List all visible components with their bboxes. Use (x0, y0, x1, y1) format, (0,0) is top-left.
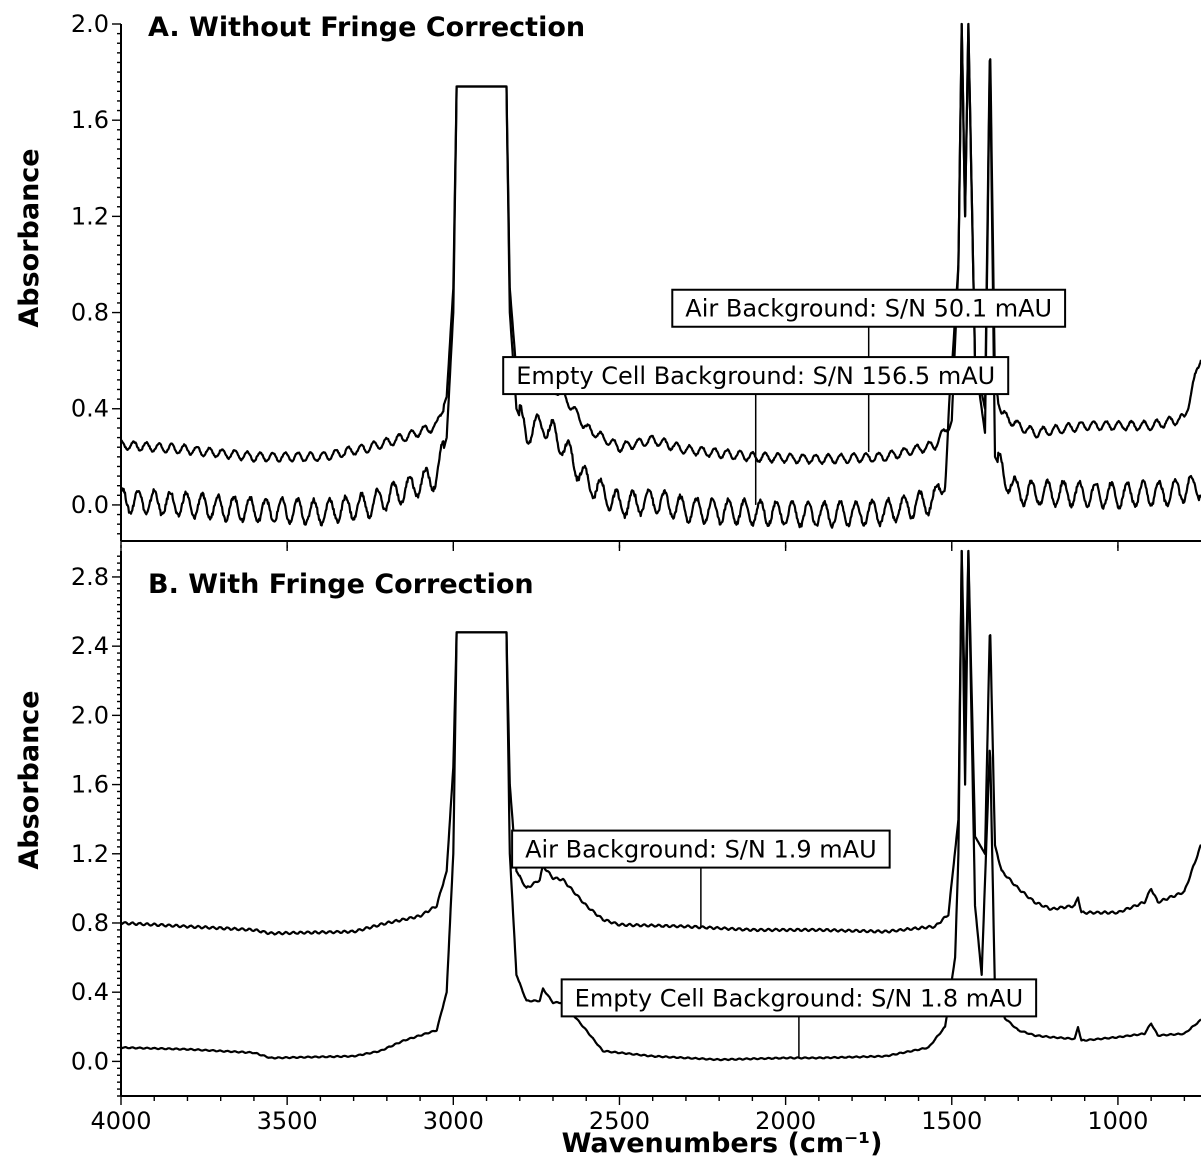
panel-b-annotation-2-box (560, 978, 1038, 1018)
panel-b-ylabel: Absorbance (14, 690, 45, 869)
panel-a-y-tick-label: 0.4 (71, 395, 109, 423)
panel-a-traces (121, 22, 1201, 529)
panel-a-annotation-2: Empty Cell Background: S/N 156.5 mAU (502, 356, 1010, 505)
panel-a: A. Without Fringe Correction Absorbance … (14, 10, 1201, 548)
panel-a-annotation-2-box (502, 356, 1010, 396)
panel-b-y-tick-label: 2.0 (71, 701, 109, 729)
panel-b-y-tick-label: 2.8 (71, 563, 109, 591)
panel-b-title: B. With Fringe Correction (148, 569, 534, 600)
panel-b-axes: 0.0 0.4 0.8 1.2 1.6 2.0 2.4 2.8 4000 3500 3000 2500… (71, 545, 1201, 1135)
panel-a-y-tick-label: 2.0 (71, 10, 109, 38)
panel-b-y-tick-label: 2.4 (71, 632, 109, 660)
panel-a-annotation-2-text: Empty Cell Background: S/N 156.5 mAU (516, 362, 995, 390)
panel-b-x-tick-label: 2000 (755, 1107, 816, 1135)
panel-a-axes: 0.0 0.4 0.8 1.2 1.6 2.0 (71, 10, 1201, 548)
panel-b-x-tick-label: 1000 (1087, 1107, 1148, 1135)
panel-b-annotation-1-text: Air Background: S/N 1.9 mAU (525, 836, 877, 864)
panel-b-annotation-2-text: Empty Cell Background: S/N 1.8 mAU (575, 984, 1023, 1012)
panel-b-annotation-1: Air Background: S/N 1.9 mAU (511, 829, 891, 927)
panel-b-series-1-line (121, 549, 1201, 936)
panel-b-y-tick-label: 0.4 (71, 978, 109, 1006)
panel-b-y-tick-label: 1.2 (71, 840, 109, 868)
panel-a-series-2-line (121, 22, 1201, 529)
panel-a-ylabel: Absorbance (14, 148, 45, 327)
panel-a-annotation-1-box (671, 288, 1067, 328)
panel-b-annotation-2: Empty Cell Background: S/N 1.8 mAU (560, 978, 1038, 1058)
panel-a-series-1-line (121, 22, 1201, 466)
panel-b-y-tick-label: 0.0 (71, 1047, 109, 1075)
panel-a-annotation-1: Air Background: S/N 50.1 mAU (671, 288, 1067, 453)
panel-b: B. With Fringe Correction Absorbance 0.0… (14, 545, 1201, 1135)
panel-b-y-tick-label: 1.6 (71, 771, 109, 799)
panel-a-annotation-1-text: Air Background: S/N 50.1 mAU (685, 295, 1052, 323)
panel-b-x-tick-label: 1500 (921, 1107, 982, 1135)
x-axis-title: Wavenumbers (cm⁻¹) (562, 1128, 883, 1158)
panel-a-title: A. Without Fringe Correction (148, 12, 585, 43)
panel-b-x-tick-label: 3000 (423, 1107, 484, 1135)
panel-a-y-tick-label: 1.2 (71, 202, 109, 230)
panel-b-x-tick-label: 4000 (90, 1107, 151, 1135)
panel-b-annotations: Air Background: S/N 1.9 mAU Empty Cell Ba… (511, 829, 1038, 1058)
panel-b-annotation-1-box (511, 829, 891, 869)
panel-a-y-tick-label: 0.8 (71, 299, 109, 327)
panel-b-y-tick-label: 0.8 (71, 909, 109, 937)
panel-b-x-tick-label: 3500 (257, 1107, 318, 1135)
panel-b-traces (121, 549, 1201, 1062)
panel-a-y-tick-label: 0.0 (71, 491, 109, 519)
panel-b-x-tick-label: 2500 (589, 1107, 650, 1135)
panel-a-y-tick-label: 1.6 (71, 106, 109, 134)
panel-a-annotations: Air Background: S/N 50.1 mAU Empty Cell B… (502, 288, 1067, 505)
panel-b-series-2-line (121, 549, 1201, 1062)
